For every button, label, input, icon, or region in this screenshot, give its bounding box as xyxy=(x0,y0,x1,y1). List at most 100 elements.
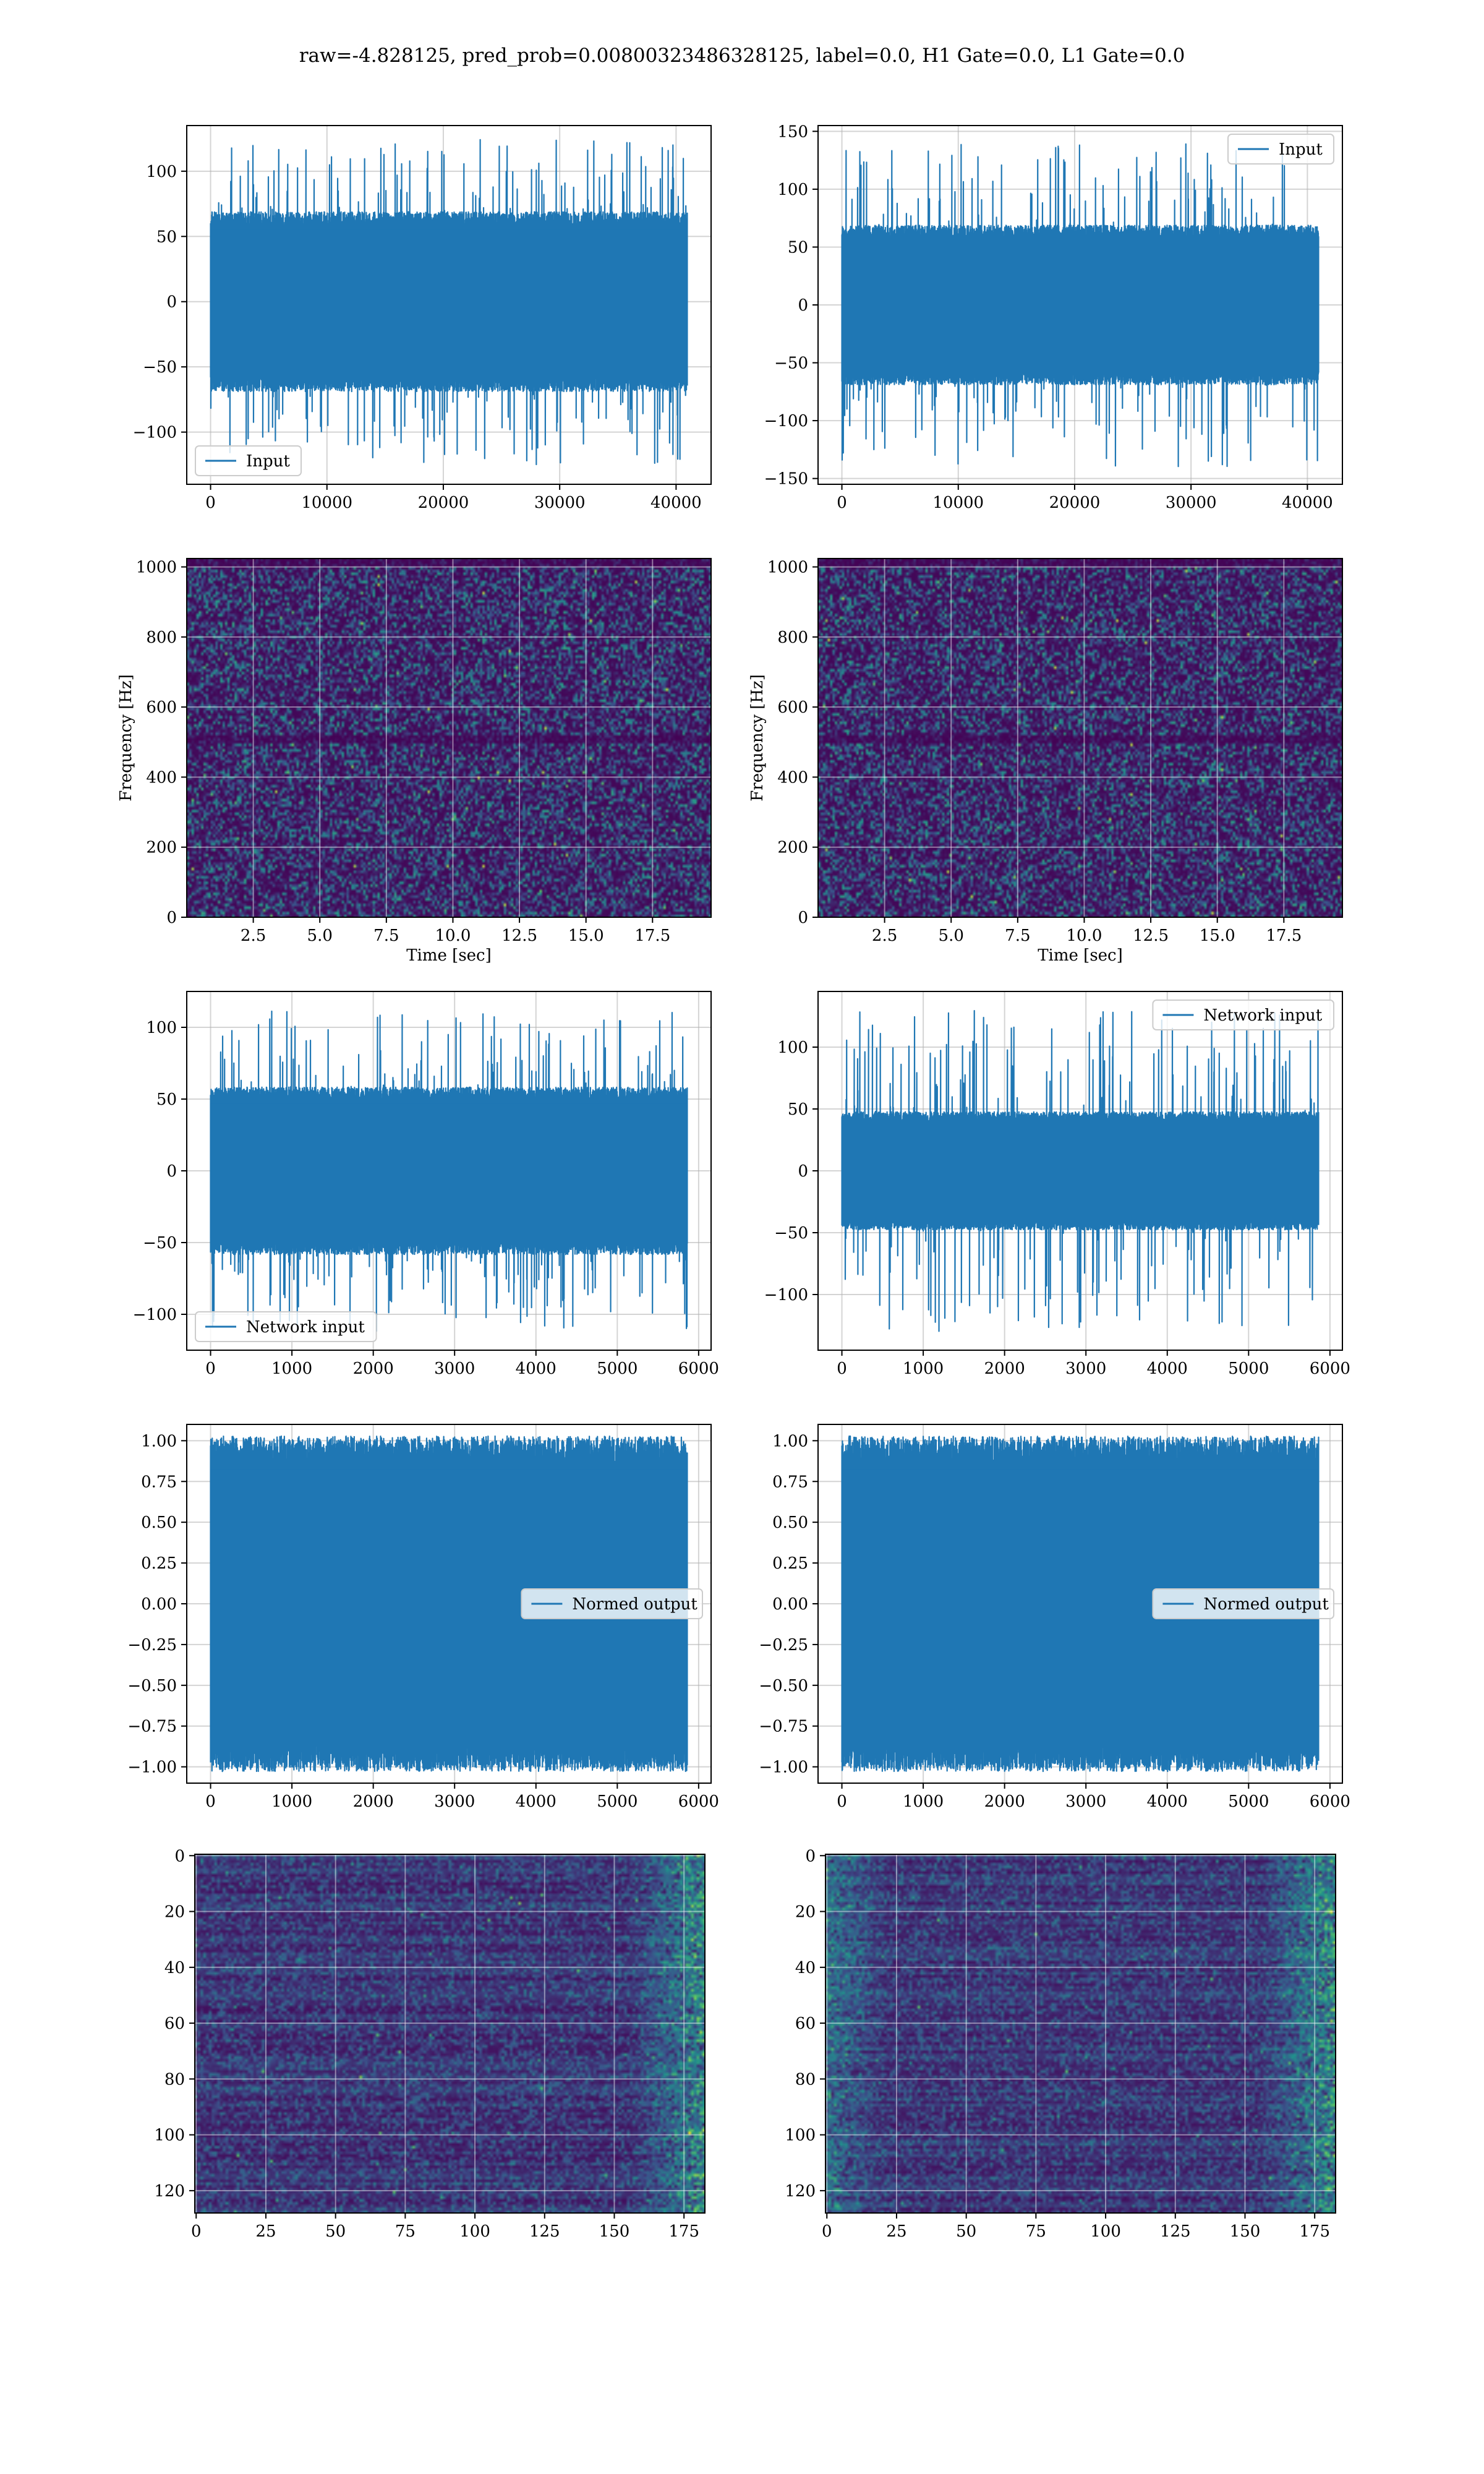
panel-r5c2: 0 25 50 75 100 125 150 175 0 20 40 60 80 100 120 xyxy=(785,1847,1336,2241)
x-axis-label: Time [sec] xyxy=(1038,946,1123,965)
xtick-label: 10.0 xyxy=(1067,927,1102,945)
xtick-label: 75 xyxy=(1026,2222,1046,2241)
xtick-label: 5.0 xyxy=(939,927,964,945)
ytick-label: 100 xyxy=(146,163,177,181)
xtick-label: 10000 xyxy=(301,494,352,512)
xtick-label: 5000 xyxy=(1228,1792,1269,1811)
xtick-label: 100 xyxy=(1090,2222,1121,2241)
xtick-label: 3000 xyxy=(434,1792,475,1811)
ytick-label: 0 xyxy=(798,1162,808,1181)
xtick-label: 0 xyxy=(822,2222,832,2241)
legend-label: Input xyxy=(1279,140,1323,159)
series-core-r1c2 xyxy=(842,241,1319,369)
xtick-label: 150 xyxy=(1230,2222,1261,2241)
ytick-label: 120 xyxy=(154,2182,185,2201)
axes-frame-r5c2 xyxy=(825,1854,1336,2214)
legend-r1c2: Input xyxy=(1227,134,1334,165)
xtick-label: 6000 xyxy=(1310,1792,1350,1811)
xtick-label: 2.5 xyxy=(872,927,897,945)
xtick-label: 1000 xyxy=(903,1792,944,1811)
ytick-label: 0.75 xyxy=(772,1473,808,1491)
grid-r5c1 xyxy=(195,1854,705,2213)
ytick-label: 0.00 xyxy=(772,1595,808,1614)
ytick-label: 0 xyxy=(798,909,808,927)
ytick-label: 40 xyxy=(795,1959,816,1977)
xtick-label: 0 xyxy=(837,494,847,512)
ytick-label: 0.75 xyxy=(141,1473,177,1491)
xtick-label: 25 xyxy=(255,2222,276,2241)
grid-r5c2 xyxy=(825,1854,1336,2213)
ytick-label: −0.25 xyxy=(759,1636,808,1654)
panel-r2c1: 2.5 5.0 7.5 10.0 12.5 15.0 17.5 0 200 400 600 800 10… xyxy=(117,558,712,965)
panel-r1c2: 0 10000 20000 30000 40000 −150 −100 −50 0 50 100 15… xyxy=(764,122,1343,512)
ytick-label: −50 xyxy=(774,1224,808,1243)
panel-r3c1: 0 1000 2000 3000 4000 5000 6000 −100 −50 0 50 100 Ne… xyxy=(133,991,719,1378)
xtick-label: 40000 xyxy=(650,494,702,512)
ytick-label: −100 xyxy=(133,1306,177,1324)
xtick-label: 17.5 xyxy=(634,927,670,945)
xtick-label: 4000 xyxy=(516,1359,556,1378)
series-core-r3c2 xyxy=(842,1123,1319,1218)
xtick-label: 10000 xyxy=(932,494,984,512)
xtick-label: 0 xyxy=(837,1792,847,1811)
ytick-label: 1000 xyxy=(136,559,177,577)
ytick-label: 0 xyxy=(166,293,177,312)
ytick-label: 50 xyxy=(788,1100,808,1119)
legend-r4c1: Normed output xyxy=(521,1588,704,1619)
xtick-label: 2000 xyxy=(353,1359,394,1378)
heatmap-image-r2c2 xyxy=(818,559,1342,917)
ytick-label: −50 xyxy=(143,1234,177,1252)
axes-frame-r2c2 xyxy=(817,558,1343,918)
ytick-label: 60 xyxy=(164,2014,185,2033)
legend-label: Normed output xyxy=(572,1595,697,1614)
x-axis-label: Time [sec] xyxy=(406,946,492,965)
ytick-label: 200 xyxy=(146,839,177,857)
ytick-label: 800 xyxy=(777,628,808,647)
axes-frame-r5c1 xyxy=(194,1854,706,2214)
xtick-label: 4000 xyxy=(516,1792,556,1811)
ytick-label: 50 xyxy=(156,1090,177,1109)
ytick-label: 0.50 xyxy=(141,1513,177,1532)
xtick-label: 5.0 xyxy=(307,927,333,945)
ytick-label: 50 xyxy=(788,238,808,257)
xtick-label: 100 xyxy=(459,2222,490,2241)
xtick-label: 30000 xyxy=(534,494,586,512)
xtick-label: 20000 xyxy=(418,494,469,512)
xtick-label: 2000 xyxy=(353,1792,394,1811)
xtick-label: 5000 xyxy=(597,1359,638,1378)
ytick-label: −50 xyxy=(774,354,808,373)
ytick-label: 600 xyxy=(146,698,177,717)
ytick-label: 100 xyxy=(154,2126,185,2145)
ytick-label: 60 xyxy=(795,2014,816,2033)
ytick-label: −0.50 xyxy=(127,1677,177,1695)
xtick-label: 40000 xyxy=(1282,494,1333,512)
ytick-label: 100 xyxy=(777,181,808,199)
ytick-label: −0.25 xyxy=(127,1636,177,1654)
ytick-label: 0 xyxy=(166,909,177,927)
ytick-label: −100 xyxy=(764,412,808,430)
figure-suptitle: raw=-4.828125, pred_prob=0.0080032348632… xyxy=(299,45,1185,67)
ytick-label: 80 xyxy=(164,2070,185,2089)
xtick-label: 3000 xyxy=(434,1359,475,1378)
xtick-label: 5000 xyxy=(597,1792,638,1811)
ytick-label: 1.00 xyxy=(772,1432,808,1450)
ytick-label: 20 xyxy=(795,1903,816,1922)
xtick-label: 30000 xyxy=(1166,494,1217,512)
xtick-label: 150 xyxy=(599,2222,630,2241)
xtick-label: 0 xyxy=(205,1359,216,1378)
heatmap-image-r5c2 xyxy=(825,1854,1336,2213)
ytick-label: 0 xyxy=(798,296,808,315)
ytick-label: 600 xyxy=(777,698,808,717)
series-core-r3c1 xyxy=(210,1103,688,1238)
legend-label: Normed output xyxy=(1203,1595,1329,1614)
xtick-label: 0 xyxy=(837,1359,847,1378)
xtick-label: 5000 xyxy=(1228,1359,1269,1378)
xtick-label: 0 xyxy=(205,494,216,512)
legend-r3c1: Network input xyxy=(195,1311,377,1342)
xtick-label: 2000 xyxy=(984,1359,1025,1378)
xtick-label: 6000 xyxy=(678,1359,719,1378)
ytick-label: −100 xyxy=(764,1286,808,1304)
xtick-label: 15.0 xyxy=(568,927,604,945)
ytick-label: 0 xyxy=(805,1847,816,1865)
